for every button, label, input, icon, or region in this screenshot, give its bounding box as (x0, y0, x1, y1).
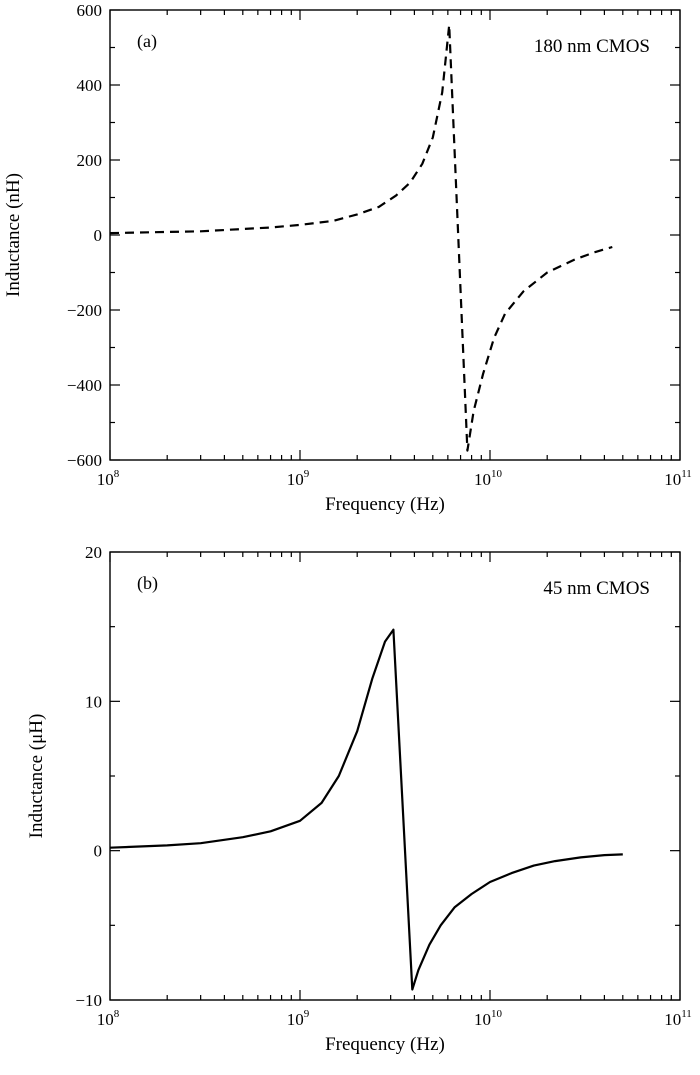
y-tick-label: −600 (67, 451, 102, 470)
y-tick-label: −10 (75, 991, 102, 1010)
x-tick-label: 109 (287, 1008, 310, 1029)
y-tick-label: 0 (94, 226, 103, 245)
y-tick-label: 200 (77, 151, 103, 170)
x-axis-label: Frequency (Hz) (325, 494, 445, 515)
y-tick-label: −200 (67, 301, 102, 320)
panel-a: 108 109 1010 1011 600 400 200 0 −200 −400 −600 Freq… (3, 1, 692, 515)
x-tick-label: 1010 (474, 468, 503, 489)
y-axis-label: Inductance (nH) (3, 173, 24, 297)
y-tick-label: −400 (67, 376, 102, 395)
x-tick-label: 1011 (664, 1008, 692, 1029)
x-tick-label: 1011 (664, 468, 692, 489)
y-tick-label: 0 (94, 842, 103, 861)
y-axis-label: Inductance (μH) (26, 714, 47, 839)
panel-b: 108 109 1010 1011 20 10 0 −10 Frequency (Hz) Indu… (26, 543, 692, 1055)
panel-annotation: 45 nm CMOS (543, 578, 650, 599)
x-tick-label: 109 (287, 468, 310, 489)
x-tick-label: 1010 (474, 1008, 503, 1029)
x-tick-label: 108 (97, 468, 120, 489)
plot-frame-b (109, 551, 681, 1001)
panel-annotation: 180 nm CMOS (534, 36, 650, 57)
x-tick-label: 108 (97, 1008, 120, 1029)
panel-label: (a) (137, 31, 157, 52)
x-axis-label: Frequency (Hz) (325, 1034, 445, 1055)
y-tick-label: 400 (77, 76, 103, 95)
panel-label: (b) (137, 573, 158, 594)
plot-frame-a (109, 9, 681, 461)
y-tick-label: 20 (85, 543, 102, 562)
y-tick-label: 10 (85, 692, 102, 711)
y-tick-label: 600 (77, 1, 103, 20)
series-line-b (109, 628, 623, 991)
series-line-a (109, 23, 613, 452)
